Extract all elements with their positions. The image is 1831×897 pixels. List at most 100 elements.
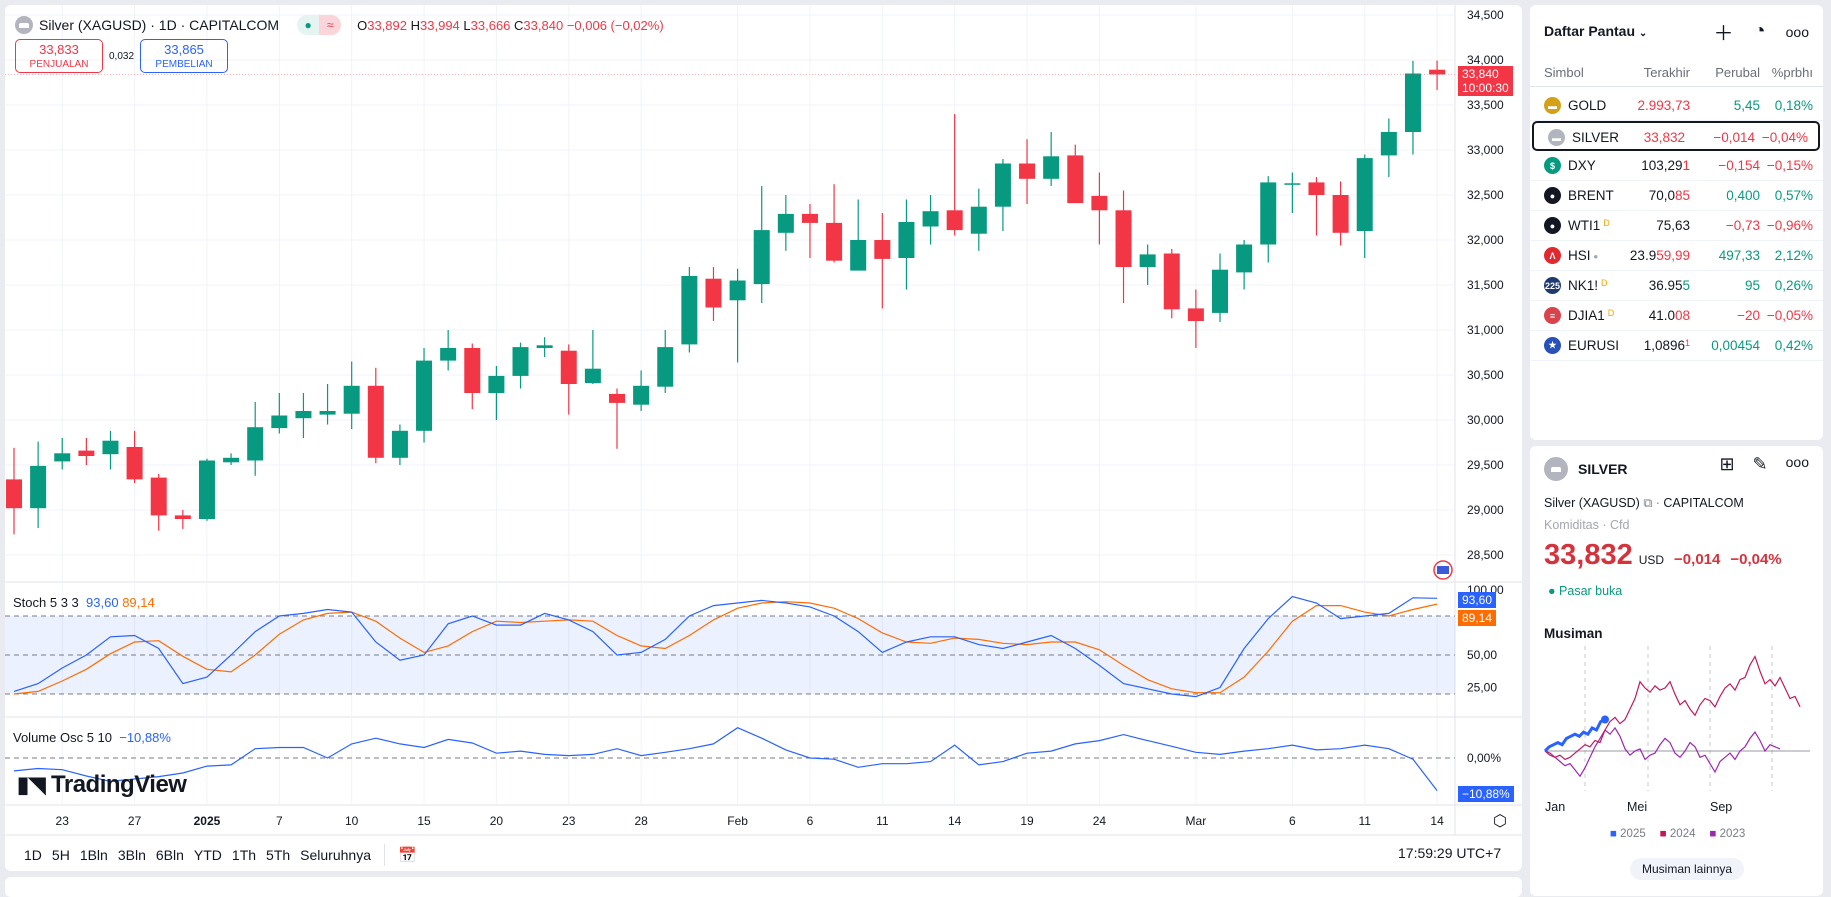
gold-bar-icon: ▬: [1544, 97, 1561, 114]
watchlist-row[interactable]: ▬ SILVER 33,832 −0,014 −0,04%: [1532, 121, 1820, 151]
seasonal-legend: ■ 2025 ■ 2024 ■ 2023: [1610, 828, 1745, 840]
row-symbol: BRENT: [1568, 188, 1614, 203]
go-to-date-calendar-icon[interactable]: 📅: [397, 847, 417, 864]
price-tick-label: 30,500: [1467, 368, 1504, 382]
time-tick-label: 11: [1358, 814, 1371, 828]
price-tick-label: 31,500: [1467, 278, 1504, 292]
price-chart[interactable]: 34,500 34,000 33,500 33,000 32,500 32,000 31,5…: [5, 5, 1522, 871]
seasonal-chart[interactable]: [1530, 641, 1823, 801]
price-tick-label: 32,000: [1467, 233, 1504, 247]
candle-down: [6, 479, 22, 509]
row-symbol: DJIA1 D: [1568, 308, 1615, 323]
stoch-d-tag: 89,14: [1458, 610, 1497, 626]
candle-up: [512, 347, 529, 376]
candle-up: [319, 411, 336, 415]
buy-button[interactable]: 33,865 PEMBELIAN: [140, 39, 229, 73]
us-flag-event-icon: [1437, 566, 1449, 574]
range-toolbar: 1D 5H 1Bln 3Bln 6Bln YTD 1Th 5Th Seluruhnya 📅: [19, 841, 422, 869]
row-change: −20: [1737, 308, 1760, 323]
dollar-icon: $: [1544, 157, 1561, 174]
us-flag-icon: ≡: [1544, 307, 1561, 324]
range-button-6bln[interactable]: 6Bln: [155, 847, 184, 863]
col-symbol[interactable]: Simbol: [1544, 65, 1584, 80]
candle-up: [223, 457, 240, 463]
grid-layout-icon[interactable]: ⊞: [1719, 454, 1735, 474]
market-status-pill[interactable]: ● ≈: [297, 15, 342, 35]
time-tick-label: 23: [562, 814, 576, 828]
range-button-5h[interactable]: 5H: [51, 847, 70, 863]
volosc-legend: Volume Osc 5 10 −10,88%: [13, 730, 171, 745]
range-button-1th[interactable]: 1Th: [231, 847, 257, 863]
watchlist-row[interactable]: $ DXY 103,291 −0,154 −0,15%: [1530, 151, 1823, 181]
row-change-pct: 2,12%: [1774, 248, 1813, 263]
add-symbol-icon[interactable]: ＋: [1713, 23, 1734, 45]
row-change: 497,33: [1718, 248, 1760, 263]
row-change: −0,014: [1713, 130, 1755, 145]
month-label: Jan: [1545, 800, 1566, 814]
month-label: Sep: [1710, 800, 1733, 814]
time-tick-label: 20: [490, 814, 504, 828]
range-button-3bln[interactable]: 3Bln: [117, 847, 146, 863]
candle-up: [898, 222, 915, 258]
candle-up: [1260, 182, 1277, 245]
watchlist-row[interactable]: ▬ GOLD 2.993,73 5,45 0,18%: [1530, 91, 1823, 121]
watchlist-row[interactable]: Λ HSI • 23.959,99 497,33 2,12%: [1530, 241, 1823, 271]
candle-down: [946, 210, 963, 231]
sell-button[interactable]: 33,833 PENJUALAN: [15, 39, 103, 73]
chart-panel[interactable]: 34,500 34,000 33,500 33,000 32,500 32,000 31,5…: [5, 5, 1522, 871]
candle-up: [198, 460, 215, 519]
settings-gear-icon[interactable]: ⬡: [1493, 813, 1507, 830]
trade-buttons: 33,833 PENJUALAN 0,032 33,865 PEMBELIAN: [15, 39, 229, 73]
candle-up: [994, 163, 1011, 207]
row-symbol: EURUSI: [1568, 338, 1620, 353]
more-options-icon[interactable]: ooo: [1785, 454, 1809, 470]
symbol-title[interactable]: Silver (XAGUSD) · 1D · CAPITALCOM: [39, 17, 280, 33]
stoch-tick-label: 50,00: [1467, 648, 1497, 662]
pie-chart-icon[interactable]: ◔: [1753, 20, 1766, 42]
legend-2024: ■ 2024: [1659, 828, 1696, 840]
row-change-pct: −0,15%: [1766, 158, 1813, 173]
chevron-down-icon: ⌄: [1638, 28, 1648, 39]
oil-drop-icon: ●: [1544, 187, 1561, 204]
detail-full-name[interactable]: Silver (XAGUSD): [1544, 496, 1640, 510]
range-button-1bln[interactable]: 1Bln: [79, 847, 108, 863]
col-change[interactable]: Perubal: [1715, 65, 1760, 80]
range-button-ytd[interactable]: YTD: [193, 847, 222, 863]
col-change-pct[interactable]: %prbhı: [1771, 65, 1813, 80]
tradingview-logo-icon: ▮◥: [17, 772, 46, 797]
range-button-seluruhnya[interactable]: Seluruhnya: [300, 847, 371, 863]
col-last[interactable]: Terakhir: [1643, 65, 1690, 80]
row-change: −0,73: [1725, 218, 1760, 233]
bottom-panel: [5, 877, 1522, 897]
range-button-5th[interactable]: 5Th: [266, 847, 291, 863]
candle-down: [1308, 182, 1325, 195]
symbol-legend: Silver (XAGUSD) · 1D · CAPITALCOM ● ≈ O33…: [15, 15, 664, 35]
watchlist-row[interactable]: 225 NK1! D 36.955 95 0,26%: [1530, 271, 1823, 301]
row-last: 1,08961: [1643, 338, 1690, 353]
row-symbol: NK1! D: [1568, 278, 1608, 293]
clock[interactable]: 17:59:29 UTC+7: [1398, 845, 1502, 861]
ohlc-values: O33,892 H33,994 L33,666 C33,840 −0,006 (…: [357, 17, 664, 33]
watchlist-title[interactable]: Daftar Pantau ⌄: [1544, 23, 1648, 39]
silver-icon: [15, 16, 33, 34]
candle-up: [970, 206, 987, 234]
price-tick-label: 29,000: [1467, 503, 1504, 517]
external-link-icon[interactable]: ⧉: [1643, 496, 1653, 510]
watchlist-row[interactable]: ● BRENT 70,085 0,400 0,57%: [1530, 181, 1823, 211]
watchlist-row[interactable]: ★ EURUSI 1,08961 0,00454 0,42%: [1530, 331, 1823, 361]
watchlist-row[interactable]: ≡ DJIA1 D 41.008 −20 −0,05%: [1530, 301, 1823, 331]
candle-down: [367, 385, 384, 458]
candle-down: [801, 213, 818, 223]
time-tick-label: 28: [634, 814, 648, 828]
candle-up: [102, 440, 119, 455]
range-button-1d[interactable]: 1D: [24, 847, 42, 863]
seasonal-line-2025: [1543, 718, 1606, 753]
stoch-legend: Stoch 5 3 3 93,60 89,14: [13, 595, 155, 610]
candle-up: [488, 375, 505, 393]
edit-icon[interactable]: ✎: [1752, 454, 1768, 474]
time-tick-label: 10: [345, 814, 359, 828]
more-options-icon[interactable]: ooo: [1785, 23, 1809, 40]
candle-up: [416, 360, 433, 431]
watchlist-row[interactable]: ● WTI1 D 75,63 −0,73 −0,96%: [1530, 211, 1823, 241]
more-seasonals-button[interactable]: Musiman lainnya: [1630, 858, 1745, 880]
